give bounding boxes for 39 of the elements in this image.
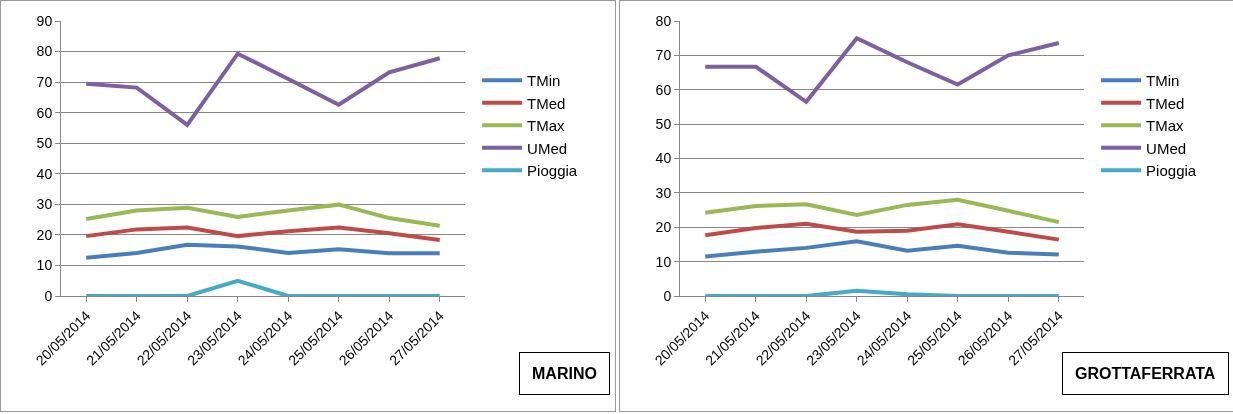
legend-label: UMed bbox=[527, 139, 568, 157]
y-tick-label: 80 bbox=[655, 12, 672, 29]
y-tick-label: 20 bbox=[36, 226, 53, 243]
y-tick-label: 40 bbox=[655, 150, 672, 167]
legend-label: TMed bbox=[1146, 94, 1185, 112]
y-tick-label: 10 bbox=[655, 253, 672, 270]
legend-label: UMed bbox=[1146, 139, 1187, 157]
y-tick-label: 0 bbox=[663, 287, 672, 304]
line-series bbox=[703, 239, 1061, 259]
y-tick-label: 30 bbox=[36, 196, 53, 213]
line-series bbox=[84, 225, 442, 243]
line-series bbox=[84, 242, 442, 260]
y-tick-label: 80 bbox=[36, 43, 53, 60]
legend-label: Pioggia bbox=[1146, 162, 1197, 180]
legend-label: TMax bbox=[1146, 117, 1185, 135]
y-tick-label: 10 bbox=[36, 257, 53, 274]
legend-label: TMin bbox=[1146, 72, 1180, 90]
line-series bbox=[703, 36, 1061, 104]
y-tick-label: 50 bbox=[36, 135, 53, 152]
line-series bbox=[703, 221, 1061, 242]
legend-label: TMed bbox=[527, 94, 566, 112]
text: MARINO bbox=[532, 365, 597, 382]
y-tick-label: 20 bbox=[655, 219, 672, 236]
line-series bbox=[84, 202, 442, 228]
y-tick-label: 50 bbox=[655, 116, 672, 133]
y-tick-label: 0 bbox=[44, 287, 53, 304]
legend-label: TMin bbox=[527, 72, 561, 90]
y-tick-label: 70 bbox=[655, 47, 672, 64]
line-series bbox=[703, 197, 1061, 225]
y-tick-label: 60 bbox=[655, 81, 672, 98]
line-series bbox=[84, 51, 442, 127]
y-tick-label: 90 bbox=[36, 12, 53, 29]
legend-label: TMax bbox=[527, 117, 566, 135]
text: GROTTAFERRATA bbox=[1075, 365, 1216, 382]
y-tick-label: 60 bbox=[36, 104, 53, 121]
y-tick-label: 40 bbox=[36, 165, 53, 182]
legend-label: Pioggia bbox=[527, 162, 578, 180]
y-tick-label: 30 bbox=[655, 184, 672, 201]
y-tick-label: 70 bbox=[36, 74, 53, 91]
